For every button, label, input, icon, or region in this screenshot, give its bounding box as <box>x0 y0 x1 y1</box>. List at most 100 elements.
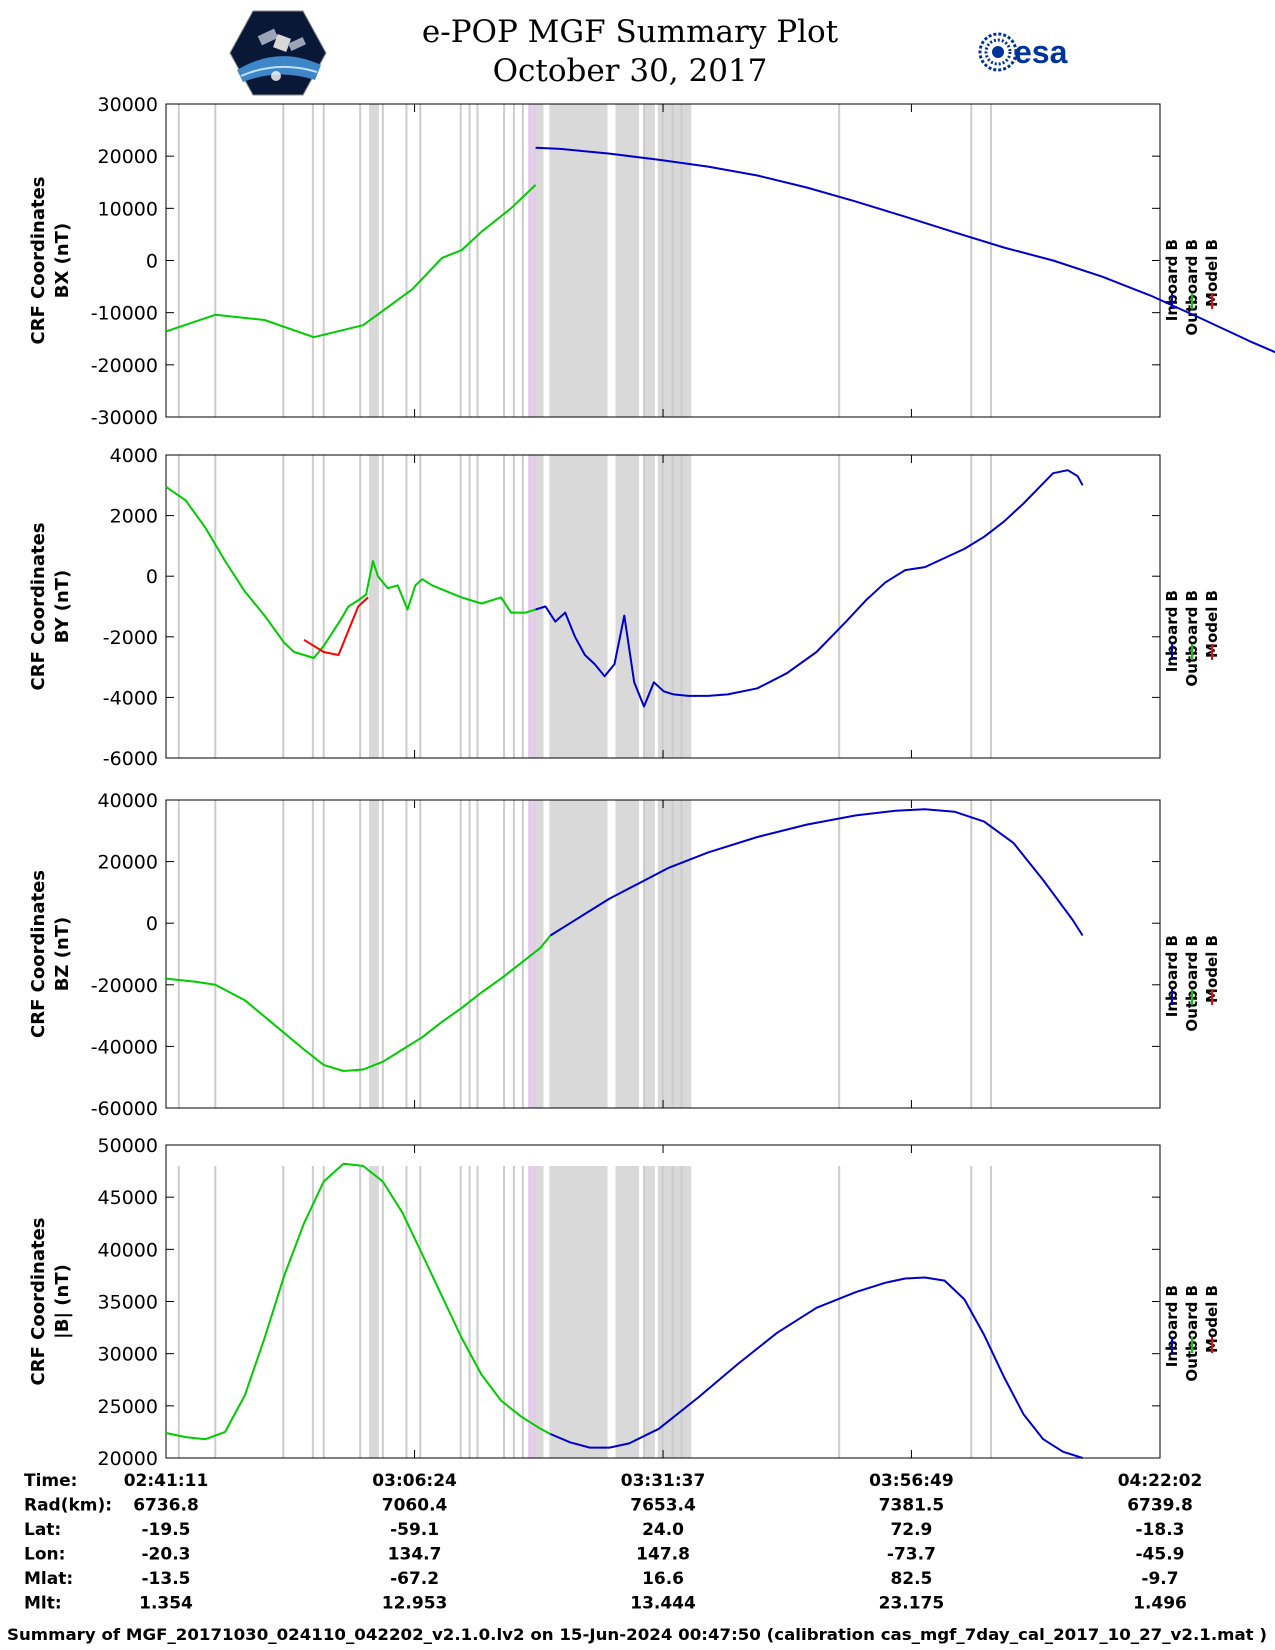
legend-entry: Model B <box>1203 590 1221 658</box>
chart-panel-1: 30000 20000 10000 0 -10000 -20000 -30000 CRF Co… <box>28 94 1275 429</box>
table-cell: -18.3 <box>1136 1520 1185 1540</box>
data-gap-band <box>615 455 640 758</box>
row-label: Time: <box>24 1471 77 1491</box>
y-tick-label: 4000 <box>110 445 158 467</box>
data-gap-band <box>369 800 379 1108</box>
footer-caption: Summary of MGF_20171030_024110_042202_v2… <box>7 1625 1267 1644</box>
y-tick-label: 0 <box>146 913 158 935</box>
series-line-inboard-b <box>535 469 1084 708</box>
y-tick-label: -20000 <box>91 975 158 997</box>
y-axis-label: CRF Coordinates <box>28 177 49 345</box>
table-cell: 7060.4 <box>382 1496 448 1516</box>
y-axis-label: |B| (nT) <box>52 1264 73 1339</box>
data-gap-band <box>549 1166 608 1458</box>
y-axis-label: BY (nT) <box>52 570 73 644</box>
y-tick-label: 20000 <box>98 1448 158 1470</box>
series-line-model-b <box>303 596 369 656</box>
table-cell: 04:22:02 <box>1118 1471 1203 1491</box>
page-subtitle: October 30, 2017 <box>492 53 768 89</box>
y-tick-label: 40000 <box>98 790 158 812</box>
y-tick-label: -4000 <box>103 687 158 709</box>
row-label: Lat: <box>24 1520 61 1540</box>
ephemeris-table: Time: Rad(km): Lat: Lon: Mlat: Mlt: 02:41:11 67… <box>24 1471 1202 1614</box>
row-label: Mlt: <box>24 1594 62 1614</box>
data-gap-band <box>643 800 655 1108</box>
esa-logo: esa <box>976 30 1096 74</box>
y-tick-label: 25000 <box>98 1396 158 1418</box>
y-tick-label: 20000 <box>98 146 158 168</box>
legend-entry: Model B <box>1203 935 1221 1003</box>
table-cell: 1.354 <box>139 1594 193 1614</box>
data-gap-band <box>643 104 655 417</box>
table-cell: -20.3 <box>142 1545 191 1565</box>
series-line-outboard-b <box>165 485 536 659</box>
table-cell: -67.2 <box>390 1569 439 1589</box>
data-gap-band <box>529 1166 544 1458</box>
y-tick-label: 40000 <box>98 1239 158 1261</box>
data-gap-band <box>549 455 608 758</box>
y-tick-label: -20000 <box>91 355 158 377</box>
y-tick-label: 0 <box>146 566 158 588</box>
cassiope-logo <box>229 10 327 96</box>
y-tick-label: -2000 <box>103 627 158 649</box>
y-axis-label: CRF Coordinates <box>28 1218 49 1386</box>
legend-entry: Inboard B <box>1163 590 1181 672</box>
table-cell: 24.0 <box>642 1520 684 1540</box>
y-axis-label: CRF Coordinates <box>28 523 49 691</box>
y-tick-label: 30000 <box>98 1344 158 1366</box>
table-cell: -19.5 <box>142 1520 191 1540</box>
table-cell: 02:41:11 <box>124 1471 209 1491</box>
row-label: Rad(km): <box>24 1496 112 1516</box>
table-cell: 82.5 <box>890 1569 932 1589</box>
row-label: Lon: <box>24 1545 65 1565</box>
series-line-outboard-b <box>165 184 537 339</box>
series-line-outboard-b <box>165 1162 551 1441</box>
legend-entry: Model B <box>1203 1285 1221 1353</box>
series-line-inboard-b <box>550 1276 1083 1459</box>
data-gap-band <box>643 455 655 758</box>
y-tick-label: 20000 <box>98 852 158 874</box>
y-tick-label: 45000 <box>98 1187 158 1209</box>
data-gap-band <box>369 104 379 417</box>
legend-entry: Inboard B <box>1163 1285 1181 1367</box>
table-cell: -9.7 <box>1141 1569 1178 1589</box>
data-gap-band <box>529 455 544 758</box>
table-cell: -73.7 <box>887 1545 936 1565</box>
y-tick-label: 0 <box>146 251 158 273</box>
series-line-outboard-b <box>165 934 552 1072</box>
table-cell: 03:31:37 <box>621 1471 706 1491</box>
legend-entry: Outboard B <box>1183 935 1201 1032</box>
y-tick-label: -60000 <box>91 1098 158 1120</box>
table-cell: 23.175 <box>879 1594 945 1614</box>
table-cell: 1.496 <box>1133 1594 1187 1614</box>
table-cell: 134.7 <box>388 1545 442 1565</box>
series-line-inboard-b <box>549 808 1084 937</box>
chart-panel-2: 4000 2000 0 -2000 -4000 -6000 CRF Coordinates B… <box>28 445 1221 770</box>
legend-entry: Model B <box>1203 239 1221 307</box>
y-axis-label: CRF Coordinates <box>28 870 49 1038</box>
y-tick-label: -10000 <box>91 303 158 325</box>
data-gap-band <box>615 104 640 417</box>
legend-entry: Outboard B <box>1183 1285 1201 1382</box>
data-gap-band <box>369 455 379 758</box>
table-cell: 147.8 <box>636 1545 690 1565</box>
table-cell: 16.6 <box>642 1569 684 1589</box>
y-tick-label: -40000 <box>91 1036 158 1058</box>
legend-entry: Outboard B <box>1183 239 1201 336</box>
data-gap-band <box>615 1166 640 1458</box>
y-tick-label: 30000 <box>98 94 158 116</box>
y-tick-label: 50000 <box>98 1135 158 1157</box>
table-cell: 03:06:24 <box>372 1471 457 1491</box>
page-title: e-POP MGF Summary Plot <box>421 14 839 50</box>
y-axis-label: BX (nT) <box>52 223 73 298</box>
table-cell: -59.1 <box>390 1520 439 1540</box>
table-cell: 7381.5 <box>879 1496 945 1516</box>
legend-entry: Inboard B <box>1163 935 1181 1017</box>
y-tick-label: -30000 <box>91 407 158 429</box>
table-cell: -45.9 <box>1136 1545 1185 1565</box>
data-gap-band <box>615 800 640 1108</box>
data-gap-band <box>549 800 608 1108</box>
table-cell: 6739.8 <box>1127 1496 1193 1516</box>
table-cell: 6736.8 <box>133 1496 199 1516</box>
